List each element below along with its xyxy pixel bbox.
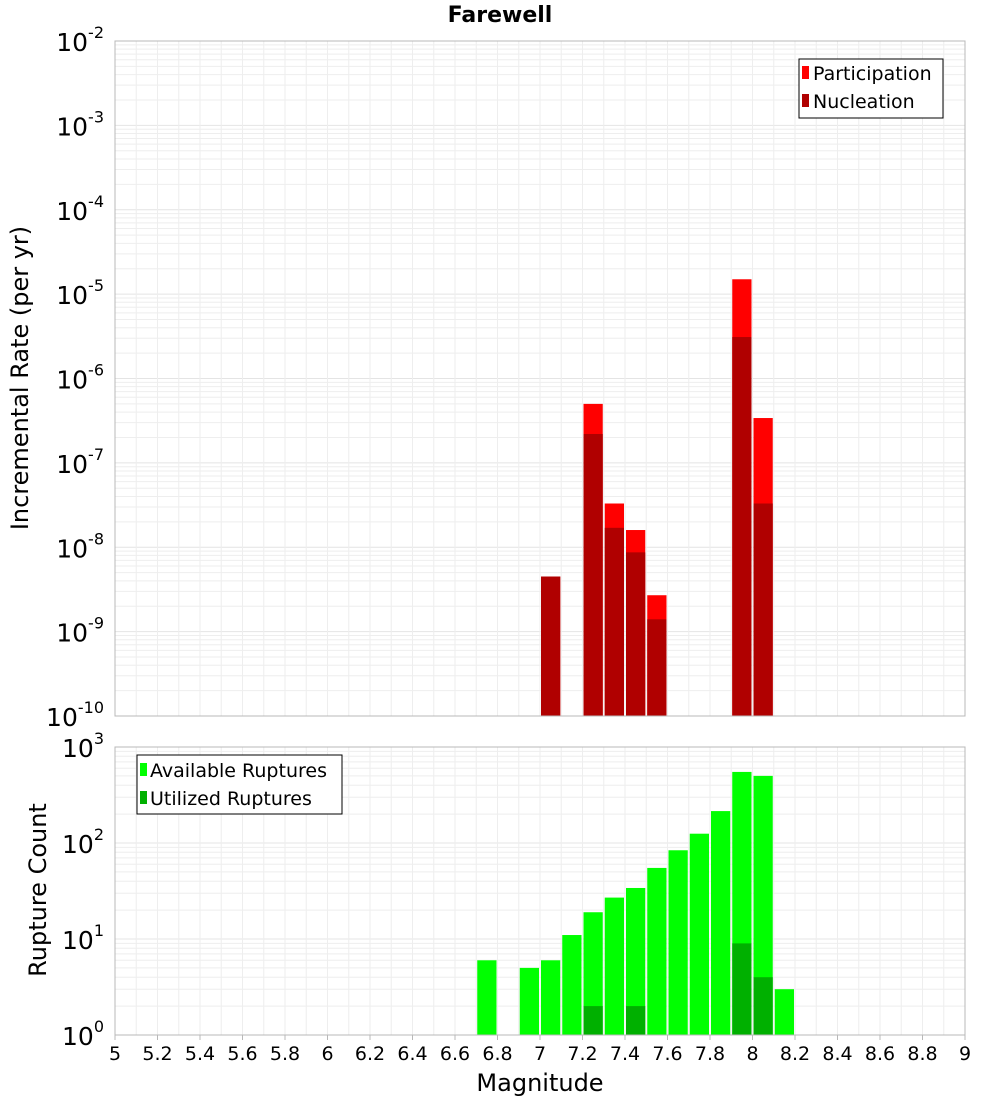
x-tick-label: 8.4: [822, 1043, 852, 1065]
utilized-ruptures-bar: [753, 977, 773, 1035]
available-ruptures-bar: [774, 989, 794, 1035]
bottom-y-tick-label: 102: [62, 825, 104, 859]
bottom-legend: Available Ruptures Utilized Ruptures: [136, 754, 343, 815]
top-y-axis-title: Incremental Rate (per yr): [6, 226, 34, 530]
x-tick-label: 6.6: [440, 1043, 470, 1065]
bottom-plot-bars: [477, 771, 794, 1035]
x-tick-label: 9: [959, 1043, 971, 1065]
top-y-tick-label: 10-6: [56, 361, 104, 395]
available-ruptures-bar: [519, 967, 539, 1035]
bottom-y-axis-ticks: 100 101 102 103: [62, 729, 104, 1051]
available-ruptures-bar: [753, 775, 773, 1035]
available-ruptures-bar: [604, 897, 624, 1035]
x-tick-label: 7.6: [652, 1043, 682, 1065]
available-ruptures-bar: [626, 887, 646, 1035]
bottom-y-tick-label: 103: [62, 729, 104, 763]
top-y-tick-label: 10-3: [56, 107, 104, 141]
top-y-tick-label: 10-5: [56, 276, 104, 310]
top-y-tick-label: 10-2: [56, 23, 104, 57]
x-tick-label: 8: [746, 1043, 758, 1065]
nucleation-bar: [626, 552, 646, 716]
top-legend: Participation Nucleation: [798, 58, 944, 119]
x-tick-label: 5.2: [142, 1043, 172, 1065]
nucleation-bar: [753, 503, 773, 716]
legend-available-swatch: [140, 763, 147, 776]
legend-utilized-label: Utilized Ruptures: [150, 788, 312, 810]
nucleation-bar: [583, 433, 603, 716]
top-y-tick-label: 10-7: [56, 445, 104, 479]
x-tick-label: 5.8: [270, 1043, 300, 1065]
x-tick-label: 7.2: [567, 1043, 597, 1065]
x-axis-ticks: 5 5.2 5.4 5.6 5.8 6 6.2 6.4 6.6 6.8 7 7.2 7.4 7.6 7.8 8…: [109, 1035, 971, 1065]
x-tick-label: 7: [534, 1043, 546, 1065]
x-tick-label: 5.4: [185, 1043, 215, 1065]
x-tick-label: 8.6: [865, 1043, 895, 1065]
available-ruptures-bar: [668, 850, 688, 1035]
top-y-tick-label: 10-10: [46, 698, 104, 732]
top-y-axis-ticks: 10-10 10-9 10-8 10-7 10-6 10-5 10-4 10-3 10-2: [46, 23, 104, 732]
x-tick-label: 6.4: [397, 1043, 427, 1065]
available-ruptures-bar: [689, 833, 709, 1035]
x-tick-label: 6.8: [482, 1043, 512, 1065]
x-tick-label: 6.2: [355, 1043, 385, 1065]
legend-nucleation-label: Nucleation: [813, 91, 915, 113]
available-ruptures-bar: [711, 811, 731, 1035]
bottom-legend-frame: [136, 754, 343, 815]
x-axis-title: Magnitude: [476, 1069, 603, 1097]
utilized-ruptures-bar: [626, 1006, 646, 1035]
legend-participation-label: Participation: [813, 63, 932, 85]
x-tick-label: 8.2: [780, 1043, 810, 1065]
x-tick-label: 6: [321, 1043, 333, 1065]
top-y-tick-label: 10-8: [56, 529, 104, 563]
x-tick-label: 8.8: [907, 1043, 937, 1065]
bottom-y-axis-title: Rupture Count: [24, 803, 52, 977]
legend-participation-swatch: [802, 66, 809, 79]
nucleation-bar: [541, 576, 561, 716]
nucleation-bar: [647, 619, 667, 716]
top-plot-grid: [114, 41, 966, 717]
x-tick-label: 5: [109, 1043, 121, 1065]
bottom-y-tick-label: 101: [62, 921, 104, 955]
available-ruptures-bar: [562, 935, 582, 1035]
nucleation-bar: [732, 337, 752, 716]
legend-utilized-swatch: [140, 791, 147, 804]
nucleation-bar: [604, 527, 624, 716]
top-plot-bars: [541, 279, 773, 716]
x-tick-label: 5.6: [227, 1043, 257, 1065]
available-ruptures-bar: [583, 912, 603, 1035]
legend-available-label: Available Ruptures: [150, 760, 327, 782]
top-plot-frame: [114, 40, 966, 717]
bottom-y-tick-label: 100: [62, 1017, 104, 1051]
legend-nucleation-swatch: [802, 94, 809, 107]
x-tick-label: 7.4: [610, 1043, 640, 1065]
utilized-ruptures-bar: [583, 1006, 603, 1035]
x-tick-label: 7.8: [695, 1043, 725, 1065]
chart-title: Farewell: [448, 3, 553, 28]
top-y-tick-label: 10-4: [56, 192, 104, 226]
utilized-ruptures-bar: [732, 943, 752, 1035]
top-y-tick-label: 10-9: [56, 614, 104, 648]
available-ruptures-bar: [647, 867, 667, 1035]
top-legend-frame: [798, 58, 944, 119]
available-ruptures-bar: [541, 960, 561, 1035]
available-ruptures-bar: [477, 960, 497, 1035]
